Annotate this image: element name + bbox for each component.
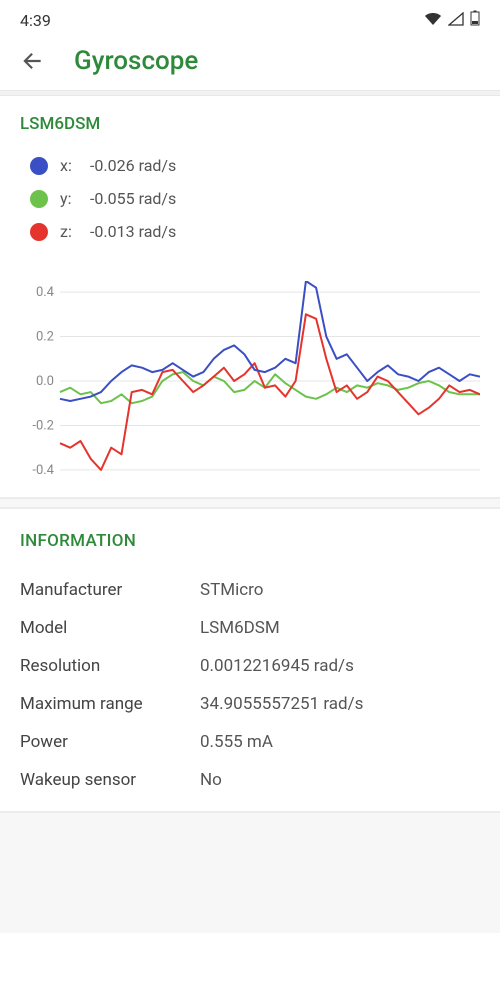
info-value: LSM6DSM (200, 618, 280, 638)
info-row: ModelLSM6DSM (20, 609, 480, 647)
legend-value: -0.013 rad/s (90, 222, 176, 241)
svg-text:0.2: 0.2 (36, 330, 54, 345)
info-row: Power0.555 mA (20, 723, 480, 761)
legend-axis-label: x: (60, 156, 78, 175)
info-key: Wakeup sensor (20, 770, 200, 790)
chart: 0.4 0.2 0.0 -0.2 -0.4 (20, 281, 480, 485)
legend-value: -0.026 rad/s (90, 156, 176, 175)
legend-axis-label: z: (60, 222, 78, 241)
dot-icon (30, 157, 48, 175)
info-row: Resolution0.0012216945 rad/s (20, 647, 480, 685)
legend-row-z: z: -0.013 rad/s (30, 222, 480, 241)
svg-text:-0.4: -0.4 (32, 463, 54, 478)
legend-value: -0.055 rad/s (90, 189, 176, 208)
app-bar: Gyroscope (0, 38, 500, 90)
status-bar: 4:39 (0, 0, 500, 38)
info-key: Power (20, 732, 200, 752)
legend: x: -0.026 rad/s y: -0.055 rad/s z: -0.01… (30, 156, 480, 241)
back-button[interactable] (18, 47, 46, 75)
info-section: INFORMATION ManufacturerSTMicro ModelLSM… (0, 509, 500, 811)
info-table: ManufacturerSTMicro ModelLSM6DSM Resolut… (20, 571, 480, 799)
svg-text:-0.2: -0.2 (32, 418, 54, 433)
info-row: Maximum range34.9055557251 rad/s (20, 685, 480, 723)
info-title: INFORMATION (20, 531, 480, 551)
signal-icon (448, 11, 464, 30)
legend-row-x: x: -0.026 rad/s (30, 156, 480, 175)
info-key: Model (20, 618, 200, 638)
page-bottom (0, 813, 500, 933)
info-key: Resolution (20, 656, 200, 676)
info-value: 0.555 mA (200, 732, 273, 752)
legend-row-y: y: -0.055 rad/s (30, 189, 480, 208)
line-chart-svg: 0.4 0.2 0.0 -0.2 -0.4 (20, 281, 480, 481)
page-title: Gyroscope (74, 46, 198, 76)
readings-section: LSM6DSM x: -0.026 rad/s y: -0.055 rad/s … (0, 96, 500, 497)
dot-icon (30, 223, 48, 241)
info-value: No (200, 770, 222, 790)
status-icons (424, 10, 480, 30)
wifi-icon (424, 11, 442, 30)
spacer (0, 499, 500, 507)
info-key: Manufacturer (20, 580, 200, 600)
status-time: 4:39 (20, 11, 51, 30)
info-row: ManufacturerSTMicro (20, 571, 480, 609)
info-key: Maximum range (20, 694, 200, 714)
svg-text:0.0: 0.0 (36, 374, 54, 389)
svg-text:0.4: 0.4 (36, 285, 55, 300)
legend-axis-label: y: (60, 189, 78, 208)
info-value: 34.9055557251 rad/s (200, 694, 363, 714)
info-value: STMicro (200, 580, 263, 600)
battery-icon (470, 10, 480, 30)
arrow-left-icon (19, 48, 45, 74)
info-row: Wakeup sensorNo (20, 761, 480, 799)
dot-icon (30, 190, 48, 208)
sensor-name: LSM6DSM (20, 114, 480, 134)
info-value: 0.0012216945 rad/s (200, 656, 354, 676)
